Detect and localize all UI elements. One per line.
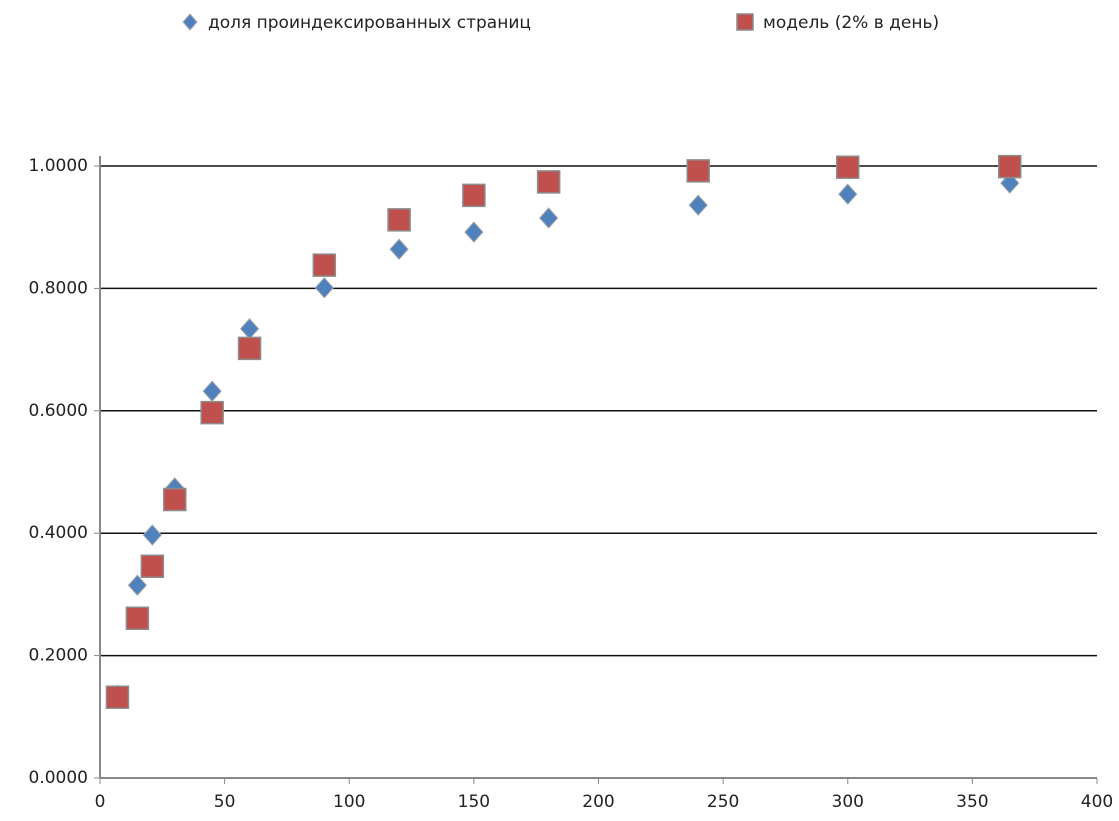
- square-point: [836, 155, 860, 179]
- diamond-point: [389, 238, 409, 260]
- diamond-point: [314, 277, 334, 299]
- y-tick-label: 0.6000: [29, 401, 88, 421]
- square-point: [105, 685, 130, 709]
- diamond-point: [202, 380, 222, 402]
- diamond-point: [464, 221, 484, 243]
- x-tick-label: 400: [1081, 792, 1113, 812]
- y-tick-label: 1.0000: [29, 156, 88, 176]
- diamond-point: [538, 207, 559, 229]
- diamond-point: [142, 524, 163, 546]
- square-point: [998, 154, 1022, 179]
- x-tick-label: 150: [458, 792, 490, 812]
- x-tick-label: 350: [956, 792, 988, 812]
- x-tick-label: 0: [95, 792, 106, 812]
- square-point: [125, 606, 150, 631]
- x-tick-label: 300: [832, 792, 864, 812]
- y-tick-label: 0.2000: [29, 646, 88, 666]
- diamond-point: [127, 574, 148, 596]
- y-tick-label: 0.8000: [29, 278, 88, 298]
- legend-marker: [736, 13, 754, 31]
- x-tick-label: 50: [214, 792, 236, 812]
- legend-label: доля проиндексированных страниц: [208, 13, 531, 33]
- square-point: [237, 336, 262, 361]
- square-point: [686, 159, 710, 183]
- square-point: [462, 183, 486, 208]
- square-point: [140, 554, 165, 578]
- legend-marker: [182, 13, 198, 31]
- x-tick-label: 250: [707, 792, 739, 812]
- legend-label: модель (2% в день): [763, 13, 939, 33]
- y-tick-label: 0.4000: [29, 523, 88, 543]
- x-tick-label: 100: [333, 792, 365, 812]
- square-point: [387, 208, 411, 232]
- diamond-point: [838, 183, 858, 205]
- y-tick-label: 0.0000: [29, 768, 88, 788]
- diamond-point: [688, 194, 708, 216]
- square-point: [312, 253, 337, 277]
- x-tick-label: 200: [582, 792, 614, 812]
- square-point: [200, 400, 224, 425]
- square-point: [536, 170, 561, 194]
- square-point: [163, 487, 187, 512]
- diamond-point: [239, 318, 260, 340]
